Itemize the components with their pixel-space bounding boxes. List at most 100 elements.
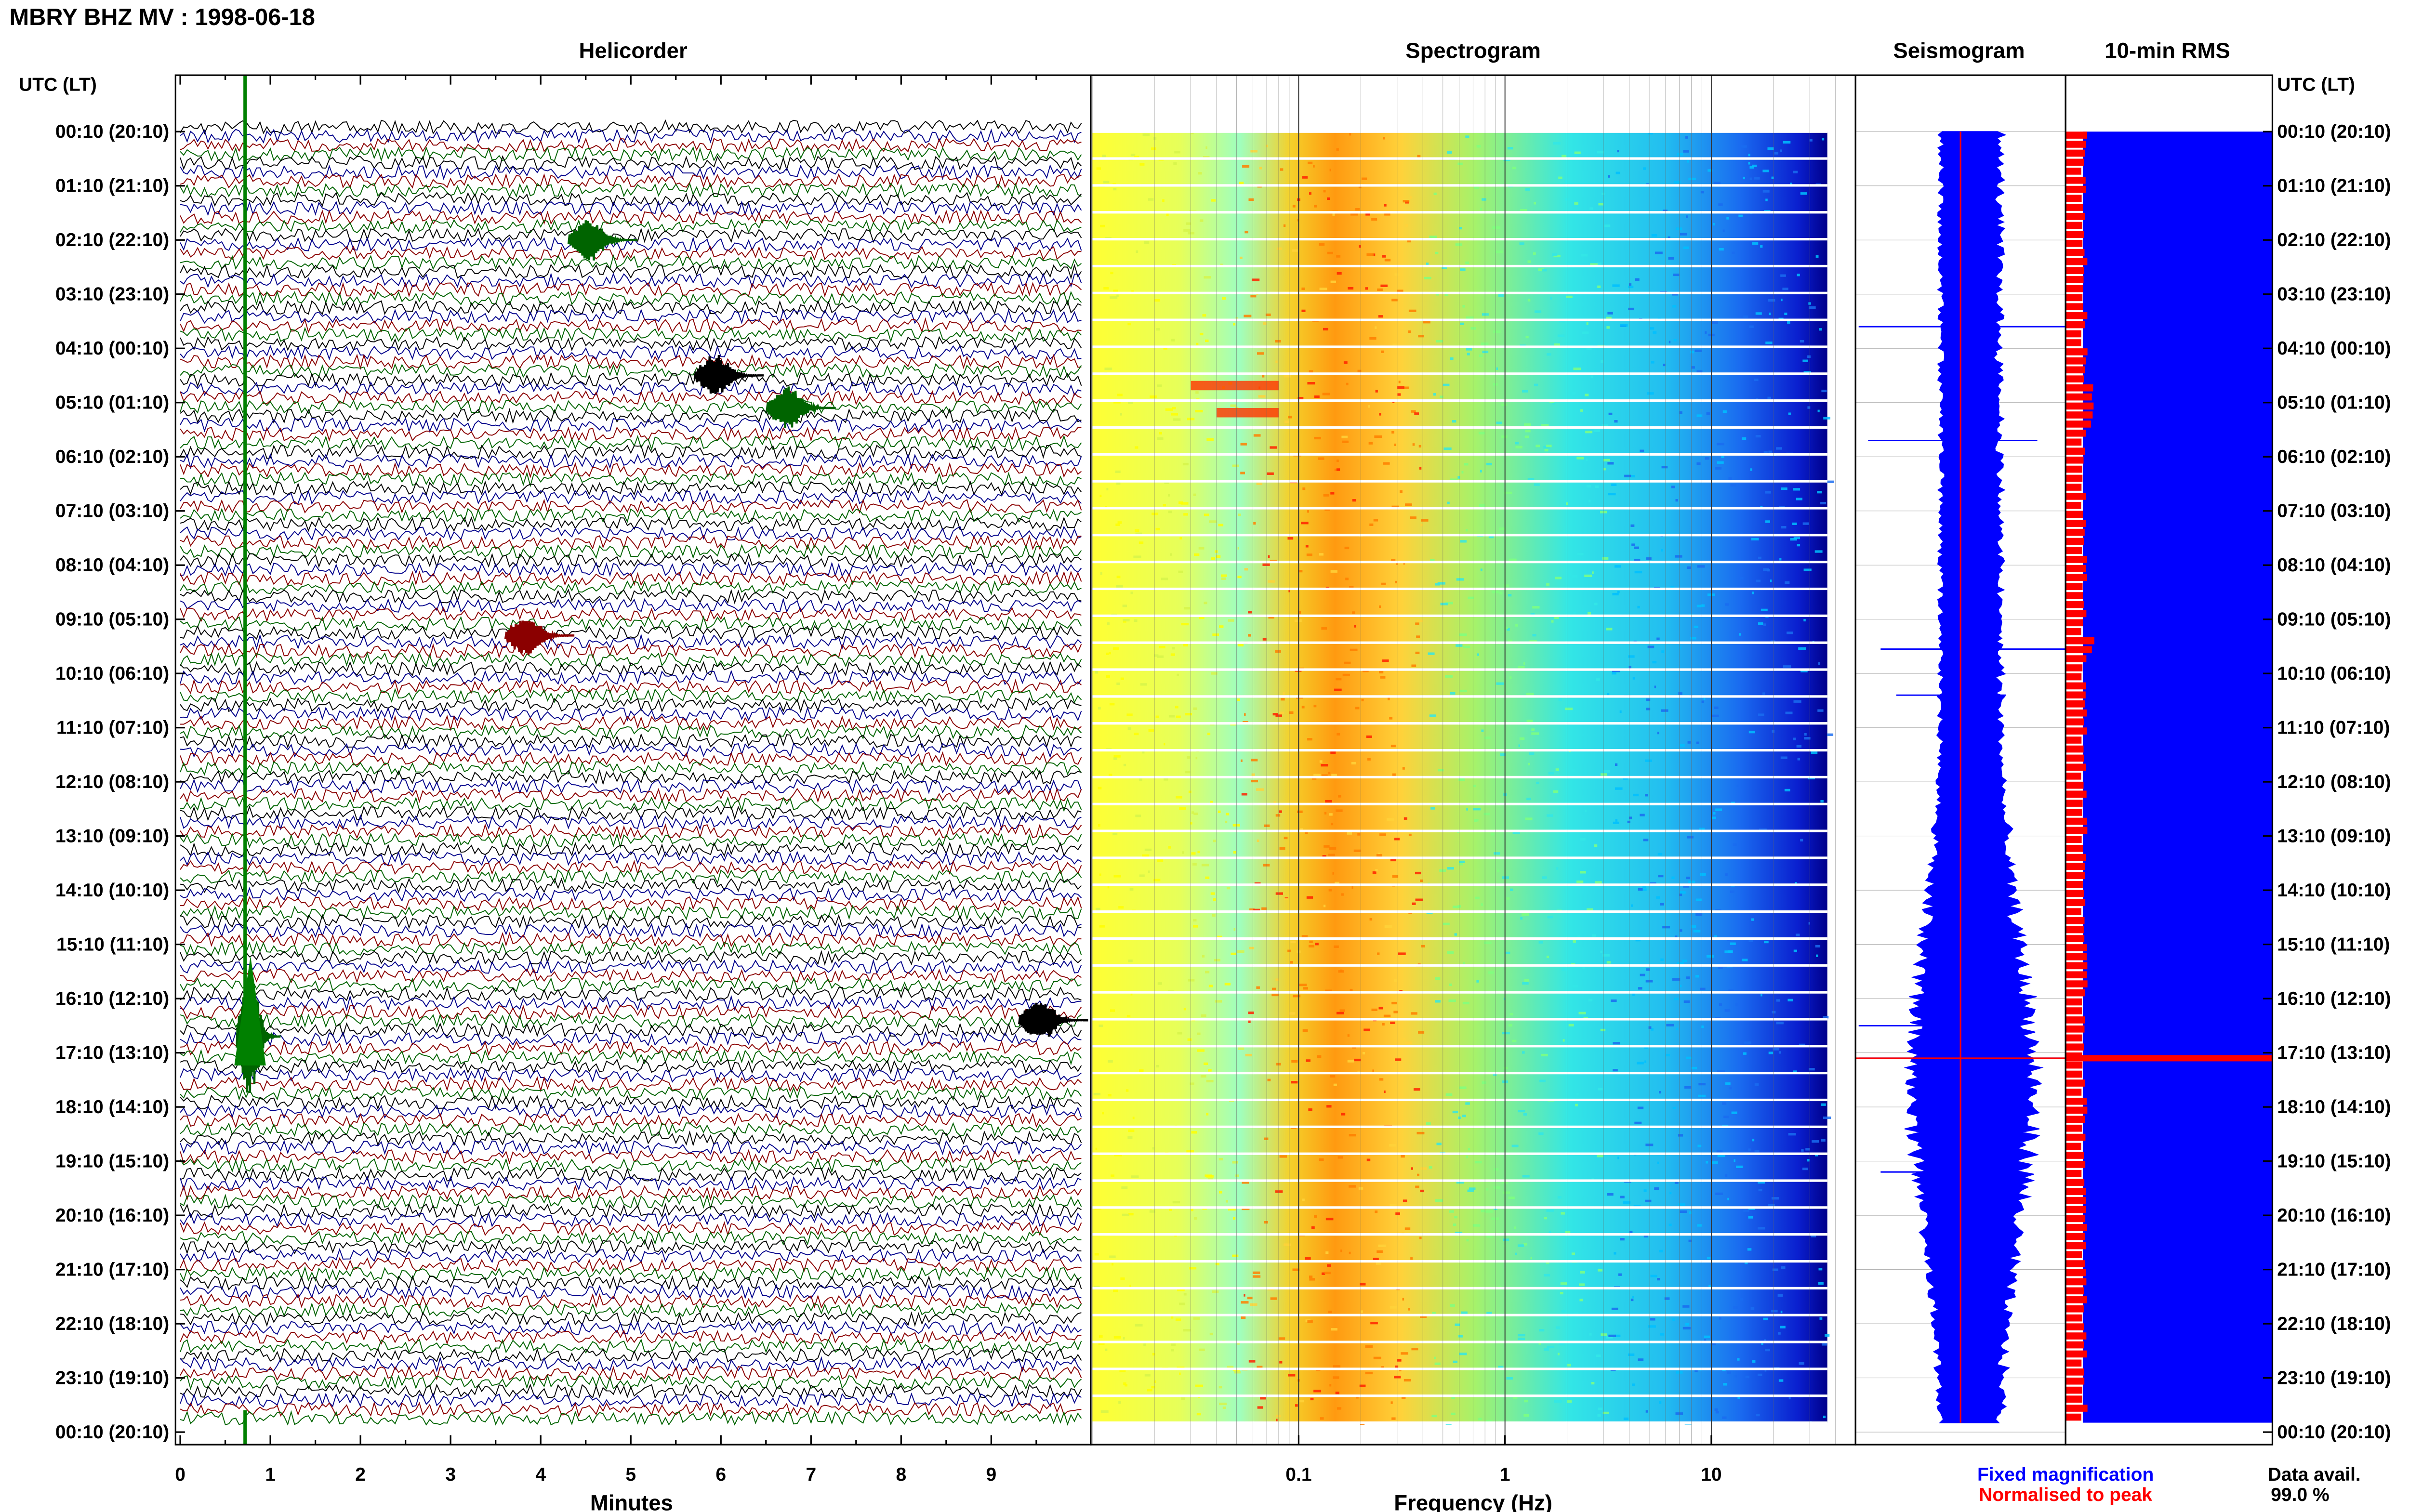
rms-normalised-bar xyxy=(2065,691,2086,699)
helicorder-trace xyxy=(180,761,1082,776)
rms-normalised-bar xyxy=(2065,465,2082,473)
helicorder-trace xyxy=(180,913,1082,930)
rms-normalised-bar xyxy=(2065,962,2088,970)
hour-label-left: 00:10 (20:10) xyxy=(55,1422,169,1443)
rms-normalised-bar xyxy=(2065,1405,2088,1412)
rms-normalised-bar xyxy=(2065,1242,2087,1249)
helicorder-trace xyxy=(180,851,1082,866)
rms-normalised-bar xyxy=(2065,393,2092,401)
helicorder-trace xyxy=(180,1221,1082,1236)
rms-normalised-bar xyxy=(2065,547,2082,554)
rms-normalised-bar xyxy=(2065,700,2085,708)
helicorder-trace xyxy=(180,1058,1082,1074)
rms-normalised-bar xyxy=(2065,971,2087,979)
rms-fixed-bar xyxy=(2082,131,2273,1423)
rms-normalised-bar xyxy=(2065,673,2082,681)
rms-normalised-bar xyxy=(2065,1124,2082,1132)
rms-normalised-bar xyxy=(2065,772,2081,780)
rms-normalised-bar xyxy=(2065,556,2087,563)
rms-normalised-bar xyxy=(2065,1043,2084,1051)
data-avail-value: 99.0 % xyxy=(2271,1485,2329,1505)
rms-normalised-bar xyxy=(2065,249,2085,256)
rms-normalised-bar xyxy=(2065,908,2081,915)
rms-normalised-bar xyxy=(2065,1116,2085,1123)
helicorder-trace xyxy=(180,597,1082,613)
helicorder-trace xyxy=(180,1149,1082,1165)
rms-normalised-bar xyxy=(2065,953,2087,960)
helicorder-trace xyxy=(180,1248,1082,1263)
helicorder-trace xyxy=(180,1157,1082,1173)
helicorder-trace xyxy=(180,976,1082,993)
rms-normalised-bar xyxy=(2065,917,2085,924)
helicorder-trace xyxy=(180,444,1082,460)
helicorder-trace xyxy=(180,1104,1082,1119)
helicorder-trace xyxy=(180,426,1082,442)
hour-label-right: 11:10 (07:10) xyxy=(2277,718,2390,738)
helicorder-trace xyxy=(180,570,1082,586)
helicorder-trace xyxy=(180,1184,1082,1201)
helicorder-trace xyxy=(180,1284,1082,1300)
rms-normalised-bar xyxy=(2065,1350,2087,1358)
rms-panel xyxy=(2065,131,2273,1423)
rms-normalised-bar xyxy=(2065,276,2084,283)
rms-normalised-bar xyxy=(2065,890,2084,897)
rms-normalised-bar xyxy=(2065,1359,2082,1367)
helicorder-trace xyxy=(180,535,1082,551)
helicorder-trace xyxy=(180,281,1082,298)
helicorder-trace xyxy=(180,155,1082,171)
rms-normalised-bar xyxy=(2065,727,2087,735)
rms-normalised-bar xyxy=(2065,1323,2084,1330)
helicorder-trace xyxy=(180,995,1082,1012)
helicorder-trace xyxy=(180,1004,1082,1020)
hour-label-right: 22:10 (18:10) xyxy=(2277,1314,2391,1334)
rms-normalised-bar xyxy=(2065,592,2083,599)
helicorder-trace xyxy=(180,922,1082,939)
rms-normalised-bar xyxy=(2065,1377,2085,1385)
hour-label-left: 15:10 (11:10) xyxy=(56,934,169,955)
helicorder-trace xyxy=(180,625,1082,640)
helicorder-trace xyxy=(180,887,1082,902)
helicorder-trace xyxy=(180,353,1082,370)
hour-label-right: 23:10 (19:10) xyxy=(2277,1368,2391,1389)
hour-label-right: 00:10 (20:10) xyxy=(2277,1422,2391,1443)
helicorder-trace xyxy=(180,868,1082,884)
hour-label-right: 09:10 (05:10) xyxy=(2277,609,2391,630)
helicorder-trace xyxy=(180,832,1082,849)
helicorder-event xyxy=(693,355,764,394)
seismogram-title: Seismogram xyxy=(1893,38,2025,63)
rms-normalised-bar xyxy=(2065,474,2083,482)
rms-normalised-bar xyxy=(2065,1133,2086,1141)
helicorder-trace xyxy=(180,905,1082,920)
spectrogram-x-tick-label: 0.1 xyxy=(1285,1464,1311,1485)
rms-normalised-bar xyxy=(2065,1206,2086,1213)
rms-normalised-bar xyxy=(2065,1341,2084,1349)
helicorder-x-tick-label: 2 xyxy=(355,1464,366,1485)
rms-normalised-bar xyxy=(2065,330,2081,338)
helicorder-trace xyxy=(180,408,1082,424)
rms-normalised-bar xyxy=(2065,754,2084,762)
rms-normalised-bar xyxy=(2065,565,2086,572)
hour-label-right: 21:10 (17:10) xyxy=(2277,1260,2391,1280)
rms-normalised-bar xyxy=(2065,195,2082,202)
helicorder-trace xyxy=(180,218,1082,235)
helicorder-trace xyxy=(180,633,1082,650)
hour-label-left: 07:10 (03:10) xyxy=(55,501,169,522)
rms-normalised-bar xyxy=(2065,1296,2087,1303)
helicorder-trace xyxy=(180,778,1082,794)
rms-normalised-bar xyxy=(2065,998,2082,1006)
rms-normalised-bar xyxy=(2065,1007,2082,1014)
helicorder-trace xyxy=(180,859,1082,876)
rms-normalised-bar xyxy=(2065,538,2084,545)
rms-normalised-bar xyxy=(2065,357,2086,365)
helicorder-trace xyxy=(180,399,1082,415)
helicorder-trace xyxy=(180,670,1082,685)
rms-normalised-bar xyxy=(2065,438,2082,446)
hour-label-right: 20:10 (16:10) xyxy=(2277,1205,2391,1226)
helicorder-trace xyxy=(180,796,1082,813)
helicorder-trace xyxy=(180,308,1082,325)
helicorder-trace xyxy=(180,1130,1082,1147)
helicorder-trace xyxy=(180,200,1082,216)
hour-label-left: 21:10 (17:10) xyxy=(55,1260,169,1280)
legend-normalised-to-peak: Normalised to peak xyxy=(1979,1485,2152,1505)
helicorder-x-tick-label: 3 xyxy=(445,1464,456,1485)
